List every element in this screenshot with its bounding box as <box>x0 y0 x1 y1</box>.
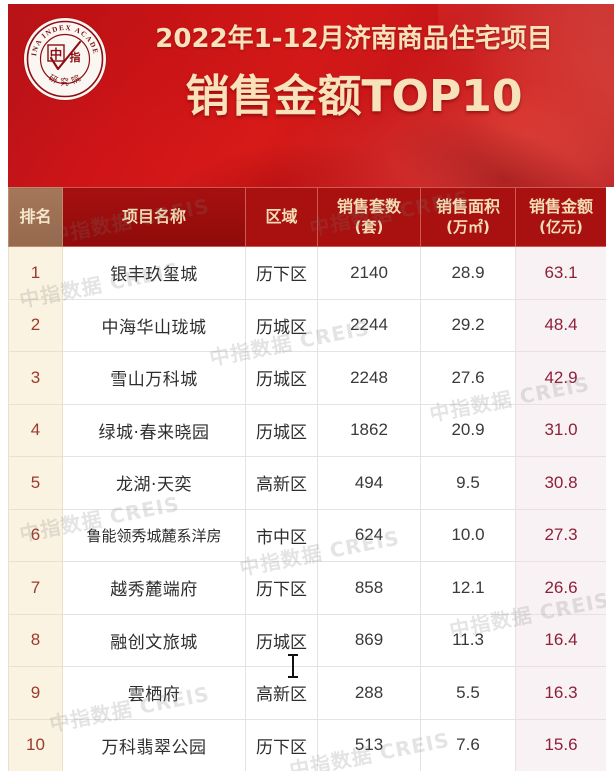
ranking-table: 排名 项目名称 区域 销售套数 (套) 销售面积 (万㎡) <box>8 187 606 771</box>
column-header-floor-area: 销售面积 (万㎡) <box>420 187 516 247</box>
cell-floor-area: 27.6 <box>420 351 516 405</box>
cell-floor-area: 10.0 <box>420 508 516 562</box>
cell-units-sold: 2244 <box>317 298 421 352</box>
cell-project-name: 绿城·春来晓园 <box>62 403 246 457</box>
svg-text:指: 指 <box>70 50 81 64</box>
table-header-row: 排名 项目名称 区域 销售套数 (套) 销售面积 (万㎡) <box>8 187 606 247</box>
cell-floor-area: 12.1 <box>420 561 516 615</box>
ranking-table-container: 排名 项目名称 区域 销售套数 (套) 销售面积 (万㎡) <box>8 187 606 771</box>
column-header-floor-area-label: 销售面积 <box>435 197 500 216</box>
cell-units-sold: 869 <box>317 613 421 667</box>
cell-rank: 6 <box>8 508 63 562</box>
cell-sales-amount: 42.9 <box>515 351 606 405</box>
cell-units-sold: 858 <box>317 561 421 615</box>
banner-title-block: 2022年1-12月济南商品住宅项目 销售金额TOP10 <box>100 22 608 126</box>
cell-district: 历下区 <box>245 561 318 615</box>
header-banner: CHINA INDEX ACADEMY 研 究 院 中 指 2022年1-12月… <box>8 4 614 187</box>
cell-sales-amount: 15.6 <box>515 718 606 771</box>
cell-units-sold: 513 <box>317 718 421 771</box>
cell-project-name: 融创文旅城 <box>62 613 246 667</box>
column-header-sales-amount-unit: (亿元) <box>539 218 583 236</box>
cell-rank: 9 <box>8 666 63 720</box>
cell-sales-amount: 48.4 <box>515 298 606 352</box>
cell-units-sold: 288 <box>317 666 421 720</box>
cell-units-sold: 494 <box>317 456 421 510</box>
column-header-units-sold-unit: (套) <box>354 218 384 236</box>
table-row: 6 鲁能领秀城麓系洋房 市中区 624 10.0 27.3 <box>8 508 606 562</box>
banner-subtitle: 2022年1-12月济南商品住宅项目 <box>155 24 553 54</box>
cell-project-name: 银丰玖玺城 <box>62 246 246 300</box>
table-row: 9 雲栖府 高新区 288 5.5 16.3 <box>8 666 606 720</box>
cell-rank: 10 <box>8 718 63 771</box>
cell-floor-area: 7.6 <box>420 718 516 771</box>
column-header-rank-label: 排名 <box>19 207 52 226</box>
table-row: 8 融创文旅城 历城区 869 11.3 16.4 <box>8 613 606 667</box>
column-header-project-name-label: 项目名称 <box>121 207 186 226</box>
column-header-district: 区域 <box>245 187 318 247</box>
cell-units-sold: 1862 <box>317 403 421 457</box>
cell-district: 历城区 <box>245 351 318 405</box>
cell-sales-amount: 16.4 <box>515 613 606 667</box>
cell-units-sold: 2140 <box>317 246 421 300</box>
cell-rank: 1 <box>8 246 63 300</box>
banner-main-title: 销售金额TOP10 <box>185 71 523 122</box>
cell-sales-amount: 30.8 <box>515 456 606 510</box>
table-row: 5 龙湖·天奕 高新区 494 9.5 30.8 <box>8 456 606 510</box>
cell-floor-area: 28.9 <box>420 246 516 300</box>
cell-sales-amount: 16.3 <box>515 666 606 720</box>
cell-rank: 4 <box>8 403 63 457</box>
column-header-sales-amount-label: 销售金额 <box>528 197 593 216</box>
cell-floor-area: 9.5 <box>420 456 516 510</box>
cell-district: 历城区 <box>245 403 318 457</box>
table-row: 1 银丰玖玺城 历下区 2140 28.9 63.1 <box>8 246 606 300</box>
column-header-district-label: 区域 <box>265 207 298 226</box>
column-header-rank: 排名 <box>8 187 63 247</box>
column-header-sales-amount: 销售金额 (亿元) <box>515 187 606 247</box>
cell-rank: 8 <box>8 613 63 667</box>
cell-floor-area: 11.3 <box>420 613 516 667</box>
column-header-units-sold: 销售套数 (套) <box>317 187 421 247</box>
cell-sales-amount: 26.6 <box>515 561 606 615</box>
cell-project-name: 雲栖府 <box>62 666 246 720</box>
cell-rank: 2 <box>8 298 63 352</box>
column-header-floor-area-unit: (万㎡) <box>446 218 490 236</box>
table-row: 4 绿城·春来晓园 历城区 1862 20.9 31.0 <box>8 403 606 457</box>
table-body: 1 银丰玖玺城 历下区 2140 28.9 63.1 2 中海华山珑城 历城区 2244 29.2 4… <box>8 246 606 771</box>
cell-project-name: 龙湖·天奕 <box>62 456 246 510</box>
cell-rank: 3 <box>8 351 63 405</box>
cell-rank: 7 <box>8 561 63 615</box>
china-index-academy-logo-icon: CHINA INDEX ACADEMY 研 究 院 中 指 <box>24 18 106 100</box>
cell-units-sold: 2248 <box>317 351 421 405</box>
cell-rank: 5 <box>8 456 63 510</box>
cell-sales-amount: 63.1 <box>515 246 606 300</box>
cell-floor-area: 20.9 <box>420 403 516 457</box>
cell-district: 历下区 <box>245 246 318 300</box>
cell-project-name: 鲁能领秀城麓系洋房 <box>62 508 246 562</box>
svg-text:中: 中 <box>50 47 63 62</box>
cell-sales-amount: 31.0 <box>515 403 606 457</box>
table-row: 2 中海华山珑城 历城区 2244 29.2 48.4 <box>8 298 606 352</box>
cell-sales-amount: 27.3 <box>515 508 606 562</box>
cell-units-sold: 624 <box>317 508 421 562</box>
table-header: 排名 项目名称 区域 销售套数 (套) 销售面积 (万㎡) <box>8 187 606 247</box>
cell-project-name: 中海华山珑城 <box>62 298 246 352</box>
cell-project-name: 雪山万科城 <box>62 351 246 405</box>
column-header-project-name: 项目名称 <box>62 187 246 247</box>
cell-project-name: 越秀麓端府 <box>62 561 246 615</box>
cell-project-name: 万科翡翠公园 <box>62 718 246 771</box>
cell-floor-area: 29.2 <box>420 298 516 352</box>
cell-district: 高新区 <box>245 666 318 720</box>
cell-floor-area: 5.5 <box>420 666 516 720</box>
table-row: 10 万科翡翠公园 历下区 513 7.6 15.6 <box>8 718 606 771</box>
cell-district: 高新区 <box>245 456 318 510</box>
column-header-units-sold-label: 销售套数 <box>336 197 401 216</box>
table-row: 7 越秀麓端府 历下区 858 12.1 26.6 <box>8 561 606 615</box>
table-row: 3 雪山万科城 历城区 2248 27.6 42.9 <box>8 351 606 405</box>
cell-district: 历城区 <box>245 298 318 352</box>
cell-district: 历下区 <box>245 718 318 771</box>
cell-district: 历城区 <box>245 613 318 667</box>
cell-district: 市中区 <box>245 508 318 562</box>
